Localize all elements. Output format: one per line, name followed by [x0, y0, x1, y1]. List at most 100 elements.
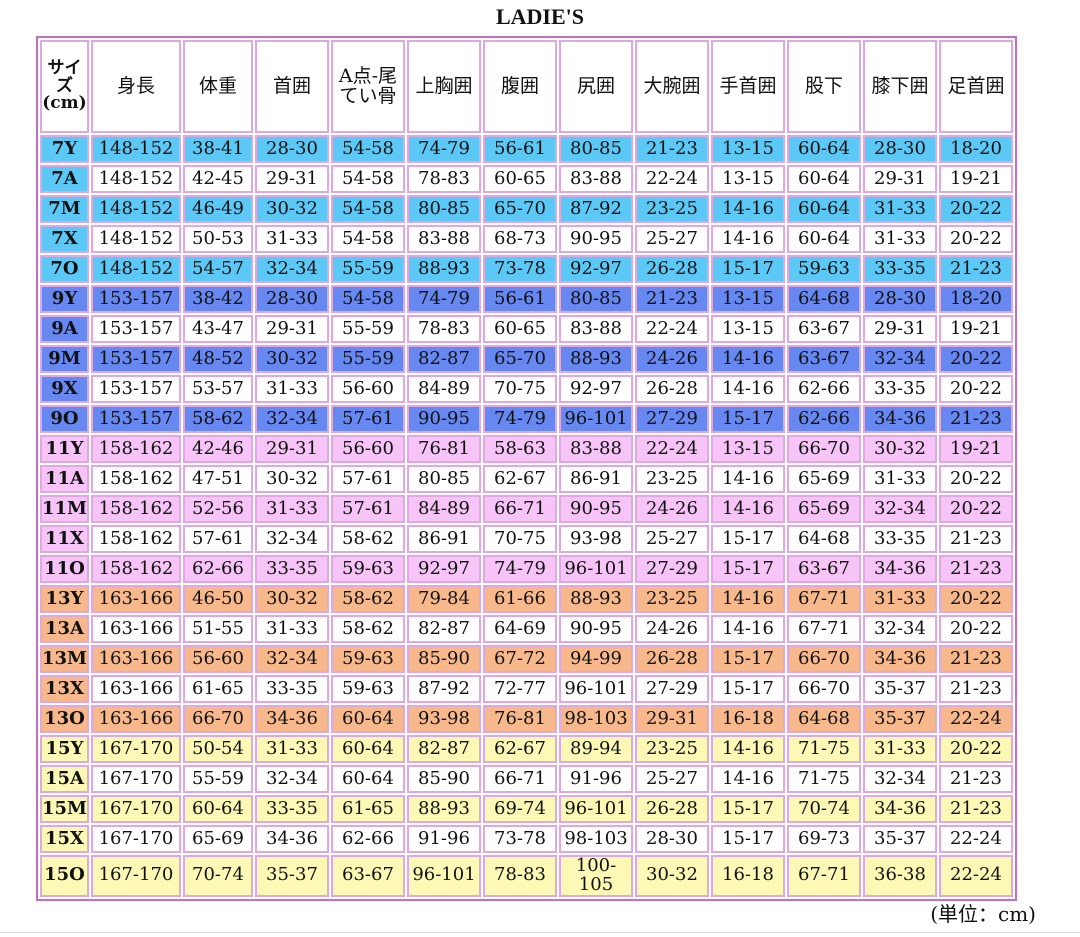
value-cell: 92-97: [558, 375, 633, 403]
header-col-2: 体重: [182, 40, 253, 133]
value-cell: 163-166: [90, 585, 181, 613]
value-cell: 56-60: [330, 375, 405, 403]
value-cell: 67-72: [482, 645, 557, 673]
value-cell: 55-59: [330, 345, 405, 373]
table-row: 9X 153-157 53-57 31-33 56-60 84-89 70-75 92-97 2…: [40, 375, 1013, 403]
value-cell: 54-58: [330, 285, 405, 313]
value-cell: 76-81: [406, 435, 481, 463]
value-cell: 34-36: [254, 825, 329, 853]
value-cell: 32-34: [862, 765, 937, 793]
value-cell: 20-22: [938, 345, 1013, 373]
value-cell: 21-23: [938, 795, 1013, 823]
value-cell: 14-16: [710, 345, 785, 373]
size-cell: 13M: [40, 645, 89, 673]
table-row: 7O 148-152 54-57 32-34 55-59 88-93 73-78 92-97 2…: [40, 255, 1013, 283]
table-row: 15X 167-170 65-69 34-36 62-66 91-96 73-78 98-10…: [40, 825, 1013, 853]
value-cell: 50-53: [182, 225, 253, 253]
value-cell: 21-23: [938, 525, 1013, 553]
table-body: 7Y 148-152 38-41 28-30 54-58 74-79 56-61 80-85 2…: [40, 135, 1013, 897]
value-cell: 24-26: [634, 495, 709, 523]
value-cell: 32-34: [862, 495, 937, 523]
value-cell: 153-157: [90, 285, 181, 313]
size-cell: 15X: [40, 825, 89, 853]
value-cell: 14-16: [710, 765, 785, 793]
table-row: 15A 167-170 55-59 32-34 60-64 85-90 66-71 91-96…: [40, 765, 1013, 793]
value-cell: 50-54: [182, 735, 253, 763]
value-cell: 64-68: [786, 525, 861, 553]
value-cell: 56-61: [482, 285, 557, 313]
value-cell: 78-83: [406, 315, 481, 343]
table-header-row: サイズ (cm) 身長 体重 首囲 A点-尾てい骨 上胸囲 腹囲 尻囲 大腕囲 手首囲 股下 膝下囲 足首…: [40, 40, 1013, 133]
value-cell: 87-92: [406, 675, 481, 703]
value-cell: 148-152: [90, 225, 181, 253]
value-cell: 60-65: [482, 165, 557, 193]
value-cell: 84-89: [406, 375, 481, 403]
value-cell: 20-22: [938, 225, 1013, 253]
size-chart-container: サイズ (cm) 身長 体重 首囲 A点-尾てい骨 上胸囲 腹囲 尻囲 大腕囲 手首囲 股下 膝下囲 足首…: [36, 36, 1017, 901]
value-cell: 26-28: [634, 795, 709, 823]
value-cell: 21-23: [938, 255, 1013, 283]
value-cell: 67-71: [786, 855, 861, 897]
value-cell: 58-62: [330, 585, 405, 613]
value-cell: 30-32: [254, 345, 329, 373]
size-cell: 15O: [40, 855, 89, 897]
table-row: 7X 148-152 50-53 31-33 54-58 83-88 68-73 90-95 2…: [40, 225, 1013, 253]
value-cell: 83-88: [558, 315, 633, 343]
value-cell: 36-38: [862, 855, 937, 897]
size-cell: 11X: [40, 525, 89, 553]
value-cell: 167-170: [90, 795, 181, 823]
size-cell: 11Y: [40, 435, 89, 463]
value-cell: 31-33: [254, 495, 329, 523]
value-cell: 70-74: [182, 855, 253, 897]
value-cell: 26-28: [634, 255, 709, 283]
value-cell: 21-23: [938, 675, 1013, 703]
value-cell: 66-70: [786, 435, 861, 463]
value-cell: 21-23: [938, 645, 1013, 673]
value-cell: 65-69: [182, 825, 253, 853]
value-cell: 96-101: [558, 555, 633, 583]
value-cell: 88-93: [406, 255, 481, 283]
header-col-7: 尻囲: [558, 40, 633, 133]
table-row: 13A 163-166 51-55 31-33 58-62 82-87 64-69 90-95…: [40, 615, 1013, 643]
size-cell: 9M: [40, 345, 89, 373]
value-cell: 64-68: [786, 705, 861, 733]
value-cell: 32-34: [254, 765, 329, 793]
value-cell: 22-24: [938, 825, 1013, 853]
value-cell: 80-85: [558, 135, 633, 163]
value-cell: 32-34: [254, 405, 329, 433]
value-cell: 57-61: [330, 465, 405, 493]
value-cell: 59-63: [786, 255, 861, 283]
size-cell: 9O: [40, 405, 89, 433]
value-cell: 148-152: [90, 255, 181, 283]
value-cell: 20-22: [938, 375, 1013, 403]
value-cell: 71-75: [786, 735, 861, 763]
value-cell: 57-61: [330, 405, 405, 433]
header-col-1: 身長: [90, 40, 181, 133]
size-cell: 7M: [40, 195, 89, 223]
value-cell: 80-85: [406, 195, 481, 223]
value-cell: 88-93: [558, 585, 633, 613]
value-cell: 38-41: [182, 135, 253, 163]
value-cell: 98-103: [558, 825, 633, 853]
value-cell: 28-30: [634, 825, 709, 853]
value-cell: 79-84: [406, 585, 481, 613]
value-cell: 35-37: [862, 675, 937, 703]
value-cell: 15-17: [710, 675, 785, 703]
value-cell: 27-29: [634, 405, 709, 433]
value-cell: 59-63: [330, 645, 405, 673]
size-cell: 11O: [40, 555, 89, 583]
value-cell: 98-103: [558, 705, 633, 733]
value-cell: 52-56: [182, 495, 253, 523]
value-cell: 31-33: [862, 195, 937, 223]
value-cell: 31-33: [862, 225, 937, 253]
value-cell: 90-95: [558, 225, 633, 253]
value-cell: 22-24: [634, 165, 709, 193]
value-cell: 14-16: [710, 465, 785, 493]
value-cell: 29-31: [862, 165, 937, 193]
value-cell: 21-23: [634, 285, 709, 313]
value-cell: 33-35: [862, 375, 937, 403]
value-cell: 73-78: [482, 255, 557, 283]
value-cell: 16-18: [710, 855, 785, 897]
size-cell: 13Y: [40, 585, 89, 613]
value-cell: 13-15: [710, 135, 785, 163]
